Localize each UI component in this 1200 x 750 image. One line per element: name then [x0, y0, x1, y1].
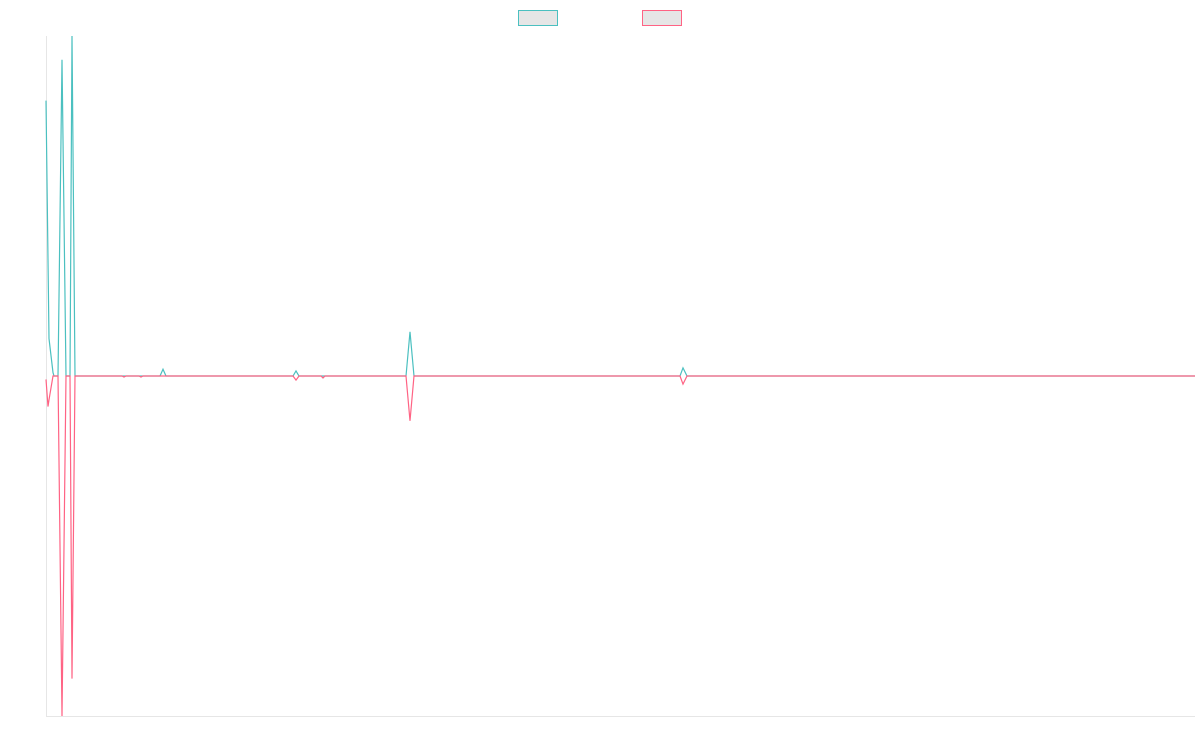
series-line: [45, 375, 1195, 717]
series-line: [45, 35, 1195, 377]
legend-swatch: [642, 10, 682, 26]
legend-swatch: [518, 10, 558, 26]
